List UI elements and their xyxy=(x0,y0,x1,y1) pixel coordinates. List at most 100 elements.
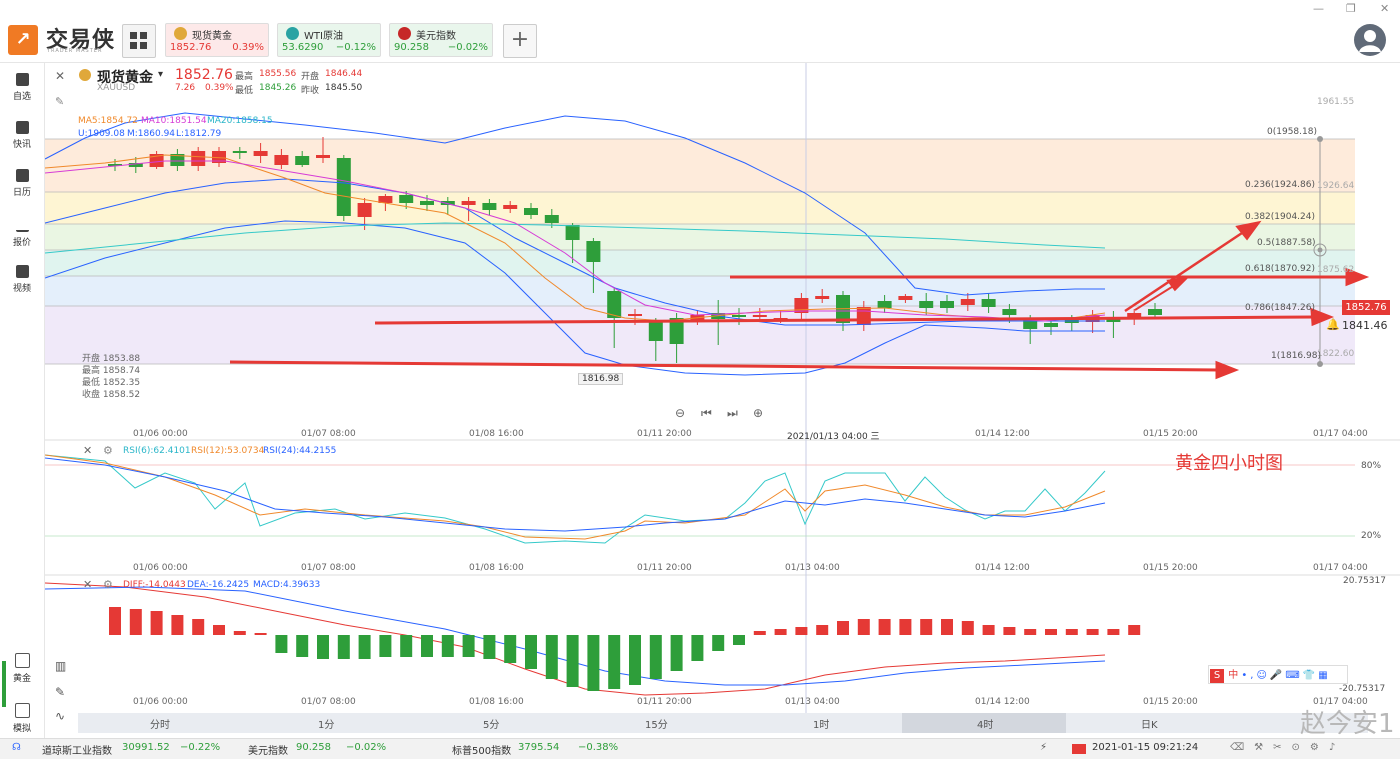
restore-icon[interactable]: ❐ xyxy=(1346,2,1356,15)
macd-bar xyxy=(213,625,225,635)
ime-tools-icon[interactable]: •,☺🎤⌨👕▦ xyxy=(1241,670,1331,681)
sidebar-item-watchlist[interactable]: 自选 xyxy=(0,73,44,102)
chart-area[interactable]: ✕ ✎ 现货黄金 ▾ XAUUSD 1852.76 7.26 0.39% 最高 … xyxy=(45,63,1400,738)
draw-tool-icon[interactable]: ✎ xyxy=(55,95,65,108)
close-window-icon[interactable]: ✕ xyxy=(1380,2,1390,15)
macd-bar xyxy=(1045,629,1057,635)
macd-bar xyxy=(941,619,953,635)
macd-bar xyxy=(358,635,371,659)
macd-bar xyxy=(275,635,288,653)
timeframe-tab[interactable]: 15分 xyxy=(645,720,668,731)
macd-bar xyxy=(441,635,454,657)
zoom-in-icon[interactable]: ⊕ xyxy=(753,406,764,420)
close-macd-icon[interactable]: ✕ xyxy=(83,578,93,591)
chevron-down-icon[interactable]: ▾ xyxy=(158,69,164,80)
sidebar-item-simulate[interactable]: 模拟 xyxy=(0,703,44,734)
boll-mid-line xyxy=(45,178,1105,326)
candle-body xyxy=(524,208,538,215)
bell-icon[interactable]: 🔔 xyxy=(1326,318,1340,331)
macd-bar xyxy=(712,635,725,651)
macd-value-legend: MACD:4.39633 xyxy=(253,580,321,590)
macd-bar xyxy=(878,619,891,635)
time-axis-label: 01/08 16:00 xyxy=(469,429,524,439)
macd-bar xyxy=(816,625,829,635)
step-back-icon[interactable]: ⏮ xyxy=(701,406,712,420)
candle-body xyxy=(544,215,559,223)
watermark: 赵今安1 xyxy=(1300,709,1395,739)
rsi-settings-icon[interactable]: ⚙ xyxy=(103,444,113,457)
time-axis-label: 01/08 16:00 xyxy=(469,563,524,573)
macd-bar xyxy=(1107,629,1120,635)
candle-body xyxy=(960,299,975,305)
quote-name: 美元指数 xyxy=(416,31,456,42)
time-axis-label: 01/06 00:00 xyxy=(133,429,188,439)
timeframe-tab[interactable]: 分时 xyxy=(150,720,170,731)
sidebar-item-news[interactable]: 快讯 xyxy=(0,121,44,150)
cn-flag-icon xyxy=(1072,744,1086,754)
zoom-out-icon[interactable]: ⊖ xyxy=(675,406,686,420)
candle-body xyxy=(628,314,642,316)
timeframe-tab-active[interactable]: 4时 xyxy=(977,720,994,731)
sidebar-item-quotes[interactable]: 报价 xyxy=(0,217,44,248)
timeframe-tab[interactable]: 日K xyxy=(1141,720,1158,731)
add-quote-button[interactable]: + xyxy=(503,24,537,58)
pen-icon[interactable]: ✎ xyxy=(55,685,66,699)
timeframe-tab[interactable]: 5分 xyxy=(483,720,500,731)
connection-icon[interactable]: ⚡ xyxy=(1040,742,1048,753)
headset-icon[interactable]: ☊ xyxy=(12,742,21,753)
macd-axis-label: 20.75317 xyxy=(1343,576,1386,586)
macd-bar xyxy=(961,621,974,635)
sidebar-item-gold[interactable]: 黄金 xyxy=(0,653,44,684)
right-axis-label: 1822.60 xyxy=(1317,349,1355,359)
chart-annotation: 黄金四小时图 xyxy=(1175,453,1283,474)
crosshair-time-label: 2021/01/13 04:00 三 xyxy=(787,432,880,442)
timeframe-tab[interactable]: 1分 xyxy=(318,720,335,731)
ime-mode[interactable]: 中 xyxy=(1228,670,1239,681)
oil-icon xyxy=(286,27,299,40)
prev-close-label: 昨收 xyxy=(301,86,320,96)
ime-toolbar[interactable]: S 中 •,☺🎤⌨👕▦ xyxy=(1208,665,1348,684)
macd-bar xyxy=(566,635,579,687)
candle-body xyxy=(232,151,247,153)
macd-bar xyxy=(733,635,745,645)
time-axis-label: 01/14 12:00 xyxy=(975,563,1030,573)
candle-body xyxy=(503,205,518,209)
video-icon xyxy=(15,265,29,278)
time-axis-label: 01/13 04:00 xyxy=(785,697,840,707)
us-flag-icon xyxy=(398,27,411,40)
status-tools-icon[interactable]: ⌫⚒✂⊙⚙♪ xyxy=(1230,742,1346,753)
avatar[interactable] xyxy=(1354,24,1386,56)
quote-change: −0.12% xyxy=(335,42,376,53)
rsi-axis-label: 20% xyxy=(1361,531,1382,541)
rsi6-legend: RSI(6):62.4101 xyxy=(123,446,191,456)
sidebar-item-calendar[interactable]: 日历 xyxy=(0,169,44,198)
candle-body xyxy=(607,291,622,318)
macd-bar xyxy=(337,635,350,659)
quote-card-gold[interactable]: 现货黄金 1852.76 0.39% xyxy=(165,23,269,57)
macd-bar xyxy=(691,635,704,661)
boll-lower-line xyxy=(45,220,1105,376)
macd-settings-icon[interactable]: ⚙ xyxy=(103,578,113,591)
candle-body xyxy=(981,299,996,307)
macd-bar xyxy=(233,631,246,635)
layout-grid-button[interactable] xyxy=(122,24,156,58)
indicator-icon[interactable]: ▥ xyxy=(55,659,67,673)
ticker-name[interactable]: 美元指数 xyxy=(248,746,288,757)
ticker-name[interactable]: 道琼斯工业指数 xyxy=(42,746,112,757)
macd-bar xyxy=(379,635,392,657)
minimize-icon[interactable]: — xyxy=(1313,2,1324,15)
sidebar-item-video[interactable]: 视频 xyxy=(0,265,44,294)
quote-card-usd-index[interactable]: 美元指数 90.258 −0.02% xyxy=(389,23,493,57)
close-rsi-icon[interactable]: ✕ xyxy=(83,444,93,457)
macd-bar xyxy=(421,635,433,657)
chart-type-icon[interactable]: ∿ xyxy=(55,709,66,723)
quote-card-oil[interactable]: WTI原油 53.6290 −0.12% xyxy=(277,23,381,57)
chart-canvas[interactable] xyxy=(45,63,1400,713)
instrument-name[interactable]: 现货黄金 xyxy=(97,70,153,86)
macd-bar xyxy=(920,619,933,635)
close-panel-icon[interactable]: ✕ xyxy=(55,69,66,83)
ticker-name[interactable]: 标普500指数 xyxy=(452,746,512,757)
timeframe-tab[interactable]: 1时 xyxy=(813,720,830,731)
step-forward-icon[interactable]: ⏭ xyxy=(727,406,738,420)
rsi-axis-label: 80% xyxy=(1361,461,1382,471)
